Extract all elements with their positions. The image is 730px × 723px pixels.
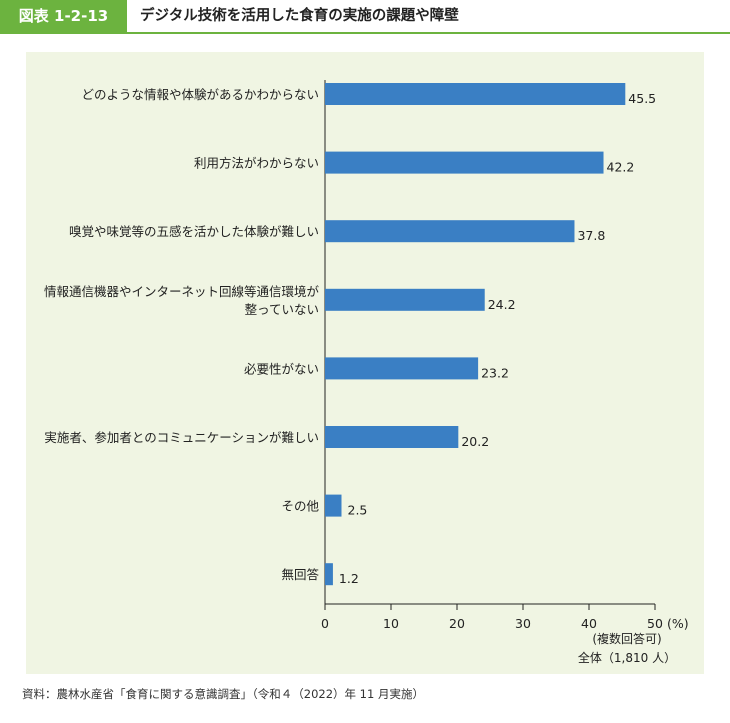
x-tick-label: 10 — [383, 616, 399, 631]
category-label: 嗅覚や味覚等の五感を活かした体験が難しい — [69, 224, 319, 239]
respondent-note: (複数回答可) — [592, 631, 661, 646]
x-tick-label: 50 — [647, 616, 663, 631]
value-label: 2.5 — [348, 503, 368, 518]
value-label: 24.2 — [488, 297, 516, 312]
figure-header: 図表 1-2-13 デジタル技術を活用した食育の実施の課題や障壁 — [0, 0, 730, 34]
bar — [325, 563, 333, 586]
bar — [325, 426, 459, 448]
x-tick-label: 20 — [449, 616, 465, 631]
category-label: 実施者、参加者とのコミュニケーションが難しい — [44, 430, 319, 445]
category-label: 利用方法がわからない — [194, 156, 319, 171]
source-note: 資料：農林水産省「食育に関する意識調査」（令和４（2022）年 11 月実施） — [22, 687, 424, 701]
value-label: 23.2 — [481, 365, 509, 380]
value-label: 1.2 — [339, 571, 359, 586]
category-label-line2: 整っていない — [245, 302, 319, 317]
bar — [325, 494, 342, 517]
bar — [325, 357, 479, 380]
figure-title: デジタル技術を活用した食育の実施の課題や障壁 — [140, 8, 459, 24]
x-tick-label: 0 — [321, 616, 329, 631]
category-label: どのような情報や体験があるかわからない — [81, 87, 319, 102]
x-unit-label: (%) — [667, 616, 689, 631]
category-label: 情報通信機器やインターネット回線等通信環境が — [44, 284, 320, 299]
x-tick-label: 30 — [515, 616, 531, 631]
x-tick-label: 40 — [581, 616, 597, 631]
value-label: 20.2 — [461, 434, 489, 449]
bar — [325, 83, 626, 105]
value-label: 42.2 — [607, 160, 635, 175]
figure-number-badge: 図表 1-2-13 — [0, 0, 127, 32]
bar — [325, 220, 575, 243]
value-label: 45.5 — [628, 91, 656, 106]
bar — [325, 288, 485, 311]
category-label: その他 — [281, 499, 319, 514]
category-label: 必要性がない — [244, 361, 319, 376]
sample-size-note: 全体（1,810 人） — [578, 650, 676, 665]
category-label: 無回答 — [281, 567, 319, 582]
value-label: 37.8 — [577, 228, 605, 243]
bar — [325, 151, 604, 174]
